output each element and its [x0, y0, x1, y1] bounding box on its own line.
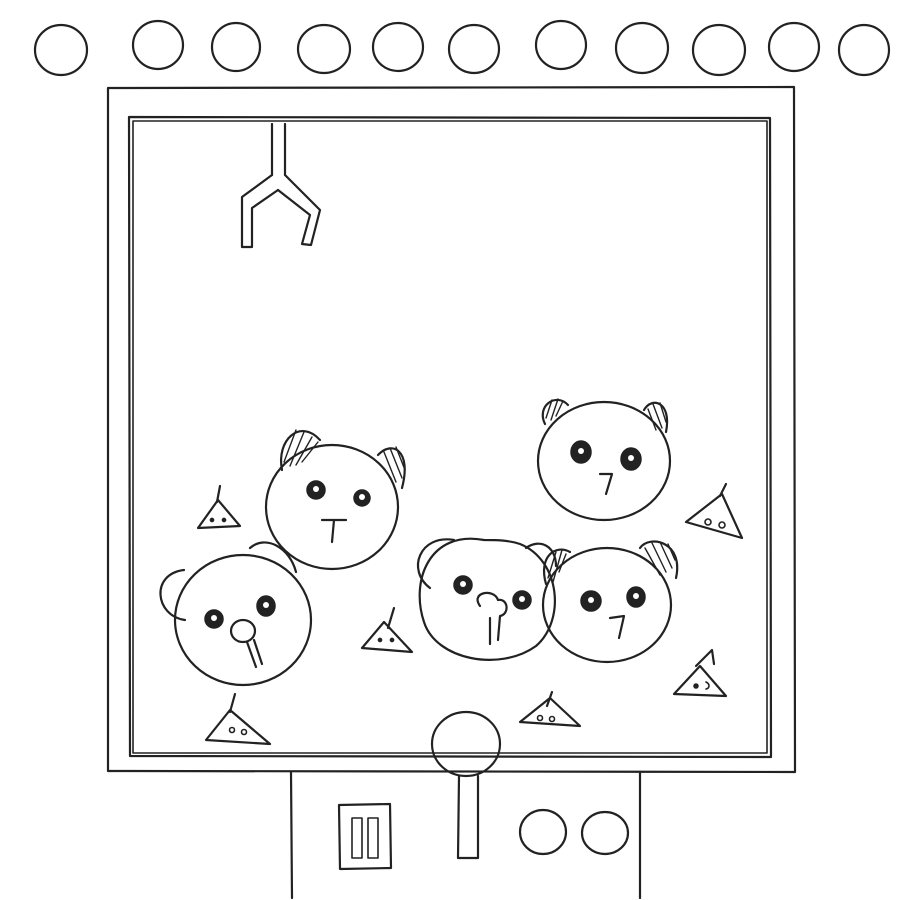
marquee-light	[767, 21, 821, 73]
marquee-light	[447, 23, 501, 75]
bear-head	[173, 553, 313, 687]
marquee-light	[296, 23, 352, 75]
joystick-knob	[430, 710, 502, 778]
bear-ear-left	[159, 568, 187, 622]
bear-head	[418, 537, 556, 661]
panda-plushie[interactable]	[541, 540, 679, 664]
panda-head	[536, 400, 672, 522]
control-button-right[interactable]	[580, 810, 630, 856]
bear-plushie[interactable]	[159, 541, 313, 687]
marquee-lights	[33, 19, 891, 77]
claw-arm-right	[276, 173, 322, 247]
control-button-left[interactable]	[518, 808, 568, 856]
panda-nose	[320, 518, 348, 544]
panda-plushie[interactable]	[264, 429, 406, 571]
claw[interactable]	[240, 122, 322, 249]
panda-ear-right	[376, 447, 406, 490]
triangle-plushie[interactable]	[672, 648, 728, 698]
claw-cable	[270, 122, 287, 177]
triangle-plushie[interactable]	[518, 690, 582, 728]
marquee-light	[534, 19, 588, 71]
triangle-plushie[interactable]	[204, 692, 272, 746]
panda-head	[264, 443, 400, 571]
joystick-shaft	[456, 774, 480, 860]
panda-plushie[interactable]	[536, 398, 672, 522]
glass-window-inner-edge	[132, 120, 768, 754]
bear-plushie[interactable]	[416, 537, 558, 661]
bear-muzzle	[229, 618, 257, 644]
panda-ear-left	[279, 430, 322, 472]
machine-cabinet	[106, 85, 797, 774]
control-buttons	[518, 808, 630, 856]
marquee-light	[837, 23, 891, 77]
marquee-light	[33, 23, 89, 77]
pedestal-left-side	[289, 770, 294, 900]
bear-ear-right	[248, 541, 298, 574]
claw-arm-left	[240, 173, 280, 249]
marquee-light	[131, 19, 185, 71]
control-pedestal	[289, 770, 642, 900]
triangle-plushie[interactable]	[360, 606, 414, 654]
marquee-light	[614, 21, 670, 75]
coin-slot-icon[interactable]	[337, 802, 393, 871]
marquee-light	[371, 21, 425, 73]
joystick-icon[interactable]	[430, 710, 502, 860]
glass-window	[127, 115, 773, 759]
panda-head	[541, 546, 673, 664]
marquee-light	[210, 21, 262, 73]
cabinet-outer-frame	[106, 85, 797, 774]
triangle-plushie[interactable]	[196, 484, 242, 530]
marquee-light	[691, 23, 747, 77]
triangle-plushie[interactable]	[684, 482, 744, 540]
prize-pile	[159, 398, 744, 746]
